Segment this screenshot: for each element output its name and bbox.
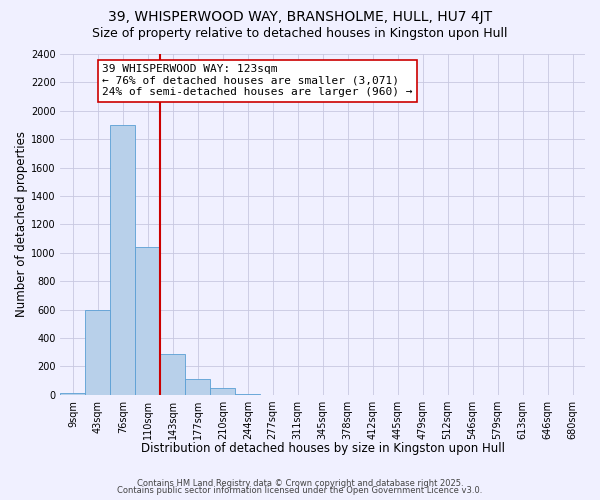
Bar xyxy=(110,125,136,395)
Bar xyxy=(85,310,110,395)
Bar xyxy=(61,392,85,395)
Bar xyxy=(136,247,160,395)
Text: 39, WHISPERWOOD WAY, BRANSHOLME, HULL, HU7 4JT: 39, WHISPERWOOD WAY, BRANSHOLME, HULL, H… xyxy=(108,10,492,24)
Bar xyxy=(185,379,210,395)
Y-axis label: Number of detached properties: Number of detached properties xyxy=(15,132,28,318)
X-axis label: Distribution of detached houses by size in Kingston upon Hull: Distribution of detached houses by size … xyxy=(140,442,505,455)
Text: Size of property relative to detached houses in Kingston upon Hull: Size of property relative to detached ho… xyxy=(92,28,508,40)
Bar xyxy=(210,388,235,395)
Bar xyxy=(160,354,185,395)
Text: 39 WHISPERWOOD WAY: 123sqm
← 76% of detached houses are smaller (3,071)
24% of s: 39 WHISPERWOOD WAY: 123sqm ← 76% of deta… xyxy=(103,64,413,98)
Bar xyxy=(235,394,260,395)
Text: Contains HM Land Registry data © Crown copyright and database right 2025.: Contains HM Land Registry data © Crown c… xyxy=(137,478,463,488)
Text: Contains public sector information licensed under the Open Government Licence v3: Contains public sector information licen… xyxy=(118,486,482,495)
